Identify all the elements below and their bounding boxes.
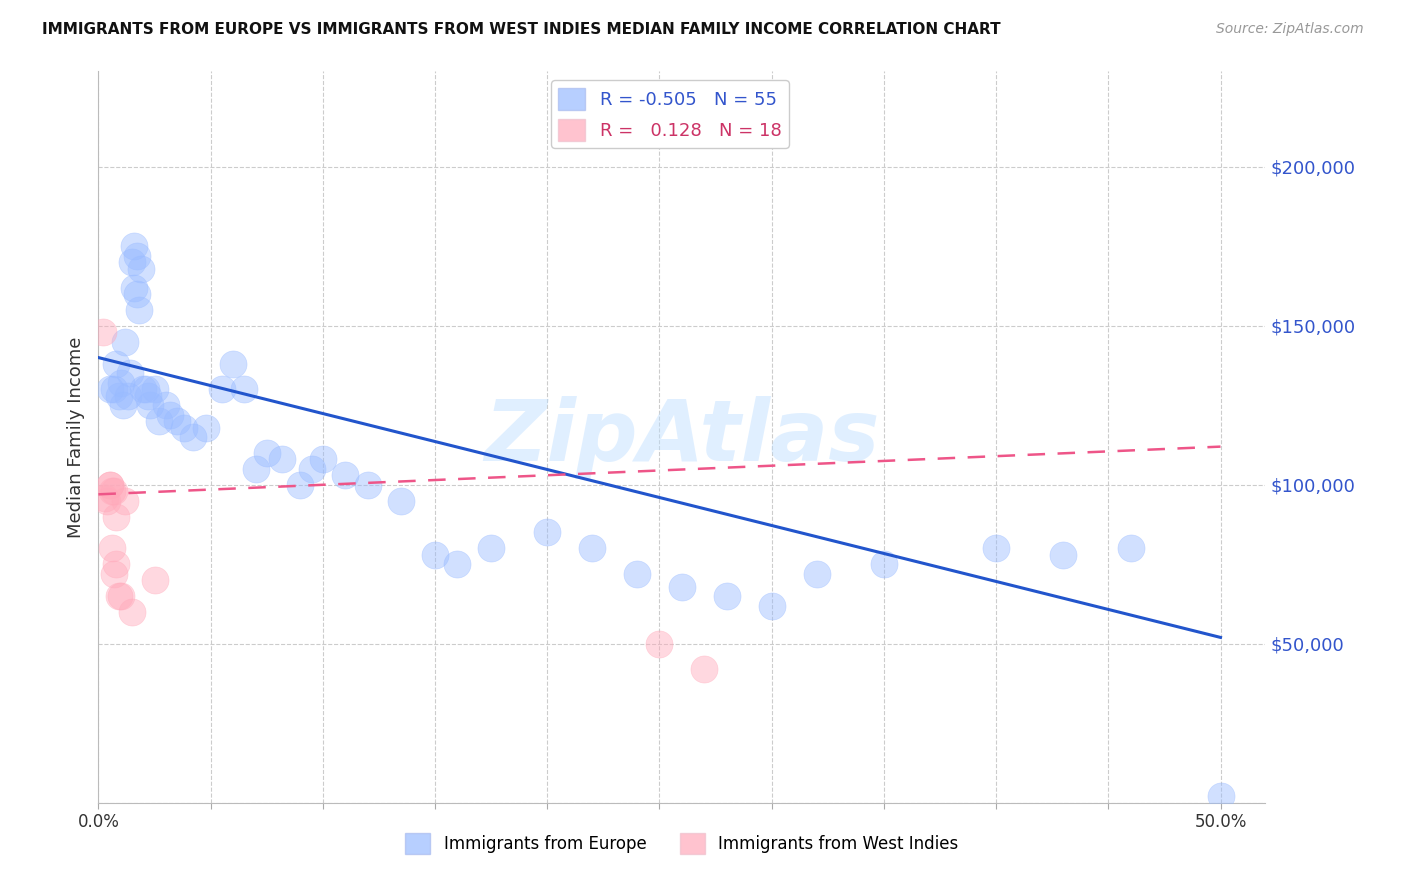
Point: [121, 605, 143, 619]
Point: [91, 325, 114, 339]
Point: [222, 357, 245, 371]
Point: [98, 477, 121, 491]
Point: [357, 477, 380, 491]
Point: [139, 398, 162, 412]
Point: [245, 462, 267, 476]
Point: [107, 389, 129, 403]
Point: [211, 383, 233, 397]
Point: [129, 261, 152, 276]
Point: [423, 548, 446, 562]
Point: [1052, 548, 1074, 562]
Point: [112, 398, 135, 412]
Point: [107, 589, 129, 603]
Point: [105, 509, 128, 524]
Point: [761, 599, 783, 613]
Point: [166, 414, 188, 428]
Point: [105, 558, 128, 572]
Point: [118, 367, 141, 381]
Point: [101, 541, 124, 556]
Point: [806, 566, 828, 581]
Point: [148, 414, 170, 428]
Point: [155, 398, 177, 412]
Point: [101, 484, 124, 499]
Point: [716, 589, 738, 603]
Point: [312, 452, 335, 467]
Point: [105, 357, 128, 371]
Point: [103, 566, 125, 581]
Point: [290, 477, 312, 491]
Point: [98, 477, 121, 491]
Point: [181, 430, 204, 444]
Point: [301, 462, 323, 476]
Point: [124, 239, 146, 253]
Point: [96, 493, 118, 508]
Point: [626, 566, 648, 581]
Point: [94, 491, 117, 505]
Point: [132, 383, 155, 397]
Point: [114, 334, 136, 349]
Point: [103, 383, 125, 397]
Point: [671, 580, 693, 594]
Point: [984, 541, 1007, 556]
Point: [136, 389, 159, 403]
Point: [159, 408, 181, 422]
Point: [873, 558, 896, 572]
Point: [125, 249, 148, 263]
Point: [143, 383, 166, 397]
Point: [98, 383, 121, 397]
Y-axis label: Median Family Income: Median Family Income: [66, 336, 84, 538]
Point: [648, 637, 671, 651]
Point: [110, 589, 132, 603]
Point: [195, 420, 218, 434]
Point: [271, 452, 294, 467]
Point: [581, 541, 603, 556]
Point: [1209, 789, 1232, 804]
Point: [121, 255, 143, 269]
Point: [479, 541, 502, 556]
Point: [693, 662, 716, 676]
Point: [117, 389, 139, 403]
Point: [110, 376, 132, 390]
Point: [233, 383, 256, 397]
Point: [256, 446, 278, 460]
Point: [114, 493, 136, 508]
Point: [1119, 541, 1142, 556]
Point: [125, 287, 148, 301]
Point: [124, 280, 146, 294]
Point: [335, 468, 357, 483]
Point: [536, 525, 558, 540]
Point: [128, 302, 150, 317]
Text: ZipAtlas: ZipAtlas: [484, 395, 880, 479]
Legend: Immigrants from Europe, Immigrants from West Indies: Immigrants from Europe, Immigrants from …: [399, 827, 965, 860]
Point: [103, 484, 125, 499]
Point: [173, 420, 195, 434]
Point: [135, 383, 157, 397]
Point: [446, 558, 468, 572]
Point: [143, 573, 166, 587]
Text: IMMIGRANTS FROM EUROPE VS IMMIGRANTS FROM WEST INDIES MEDIAN FAMILY INCOME CORRE: IMMIGRANTS FROM EUROPE VS IMMIGRANTS FRO…: [42, 22, 1001, 37]
Text: Source: ZipAtlas.com: Source: ZipAtlas.com: [1216, 22, 1364, 37]
Point: [389, 493, 412, 508]
